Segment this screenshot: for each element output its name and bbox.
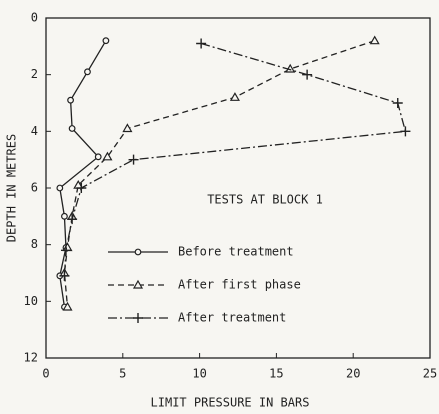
marker: [62, 301, 73, 311]
marker: [102, 151, 113, 161]
legend-marker: [132, 279, 144, 289]
marker: [84, 68, 91, 76]
legend-marker: [134, 248, 142, 256]
marker: [122, 123, 133, 133]
marker: [94, 153, 102, 161]
legend-marker: [133, 313, 143, 323]
marker: [68, 125, 76, 132]
marker: [229, 92, 240, 101]
x-tick-label: 25: [423, 367, 437, 381]
x-axis-label: LIMIT PRESSURE IN BARS: [151, 396, 310, 410]
x-tick-label: 20: [346, 367, 360, 381]
marker: [67, 96, 74, 104]
y-tick-label: 2: [31, 67, 38, 81]
y-tick-label: 6: [31, 181, 38, 195]
annotation: TESTS AT BLOCK 1: [207, 193, 323, 207]
marker: [128, 154, 139, 165]
x-tick-label: 15: [269, 367, 283, 381]
marker: [302, 69, 313, 80]
marker: [369, 35, 380, 45]
y-tick-label: 10: [24, 294, 38, 308]
marker: [61, 212, 68, 220]
y-axis-label: DEPTH IN METRES: [5, 134, 19, 242]
plot-frame: [45, 17, 431, 359]
marker: [102, 37, 110, 45]
marker: [400, 126, 411, 137]
marker: [76, 183, 87, 193]
marker: [56, 184, 64, 192]
y-tick-label: 0: [31, 11, 38, 25]
series-line: [63, 42, 407, 276]
marker: [392, 98, 403, 108]
x-tick-label: 5: [119, 367, 126, 381]
legend-label: After treatment: [178, 311, 286, 325]
marker: [59, 270, 70, 281]
marker: [196, 38, 207, 49]
marker: [67, 214, 78, 225]
x-tick-label: 10: [192, 367, 206, 381]
marker: [60, 245, 71, 256]
x-tick-label: 0: [42, 367, 49, 381]
y-tick-label: 12: [24, 351, 38, 365]
y-tick-label: 4: [31, 124, 38, 138]
legend-label: After first phase: [178, 278, 301, 292]
series-line: [59, 40, 107, 308]
legend-label: Before treatment: [178, 245, 294, 259]
y-tick-label: 8: [31, 237, 38, 251]
